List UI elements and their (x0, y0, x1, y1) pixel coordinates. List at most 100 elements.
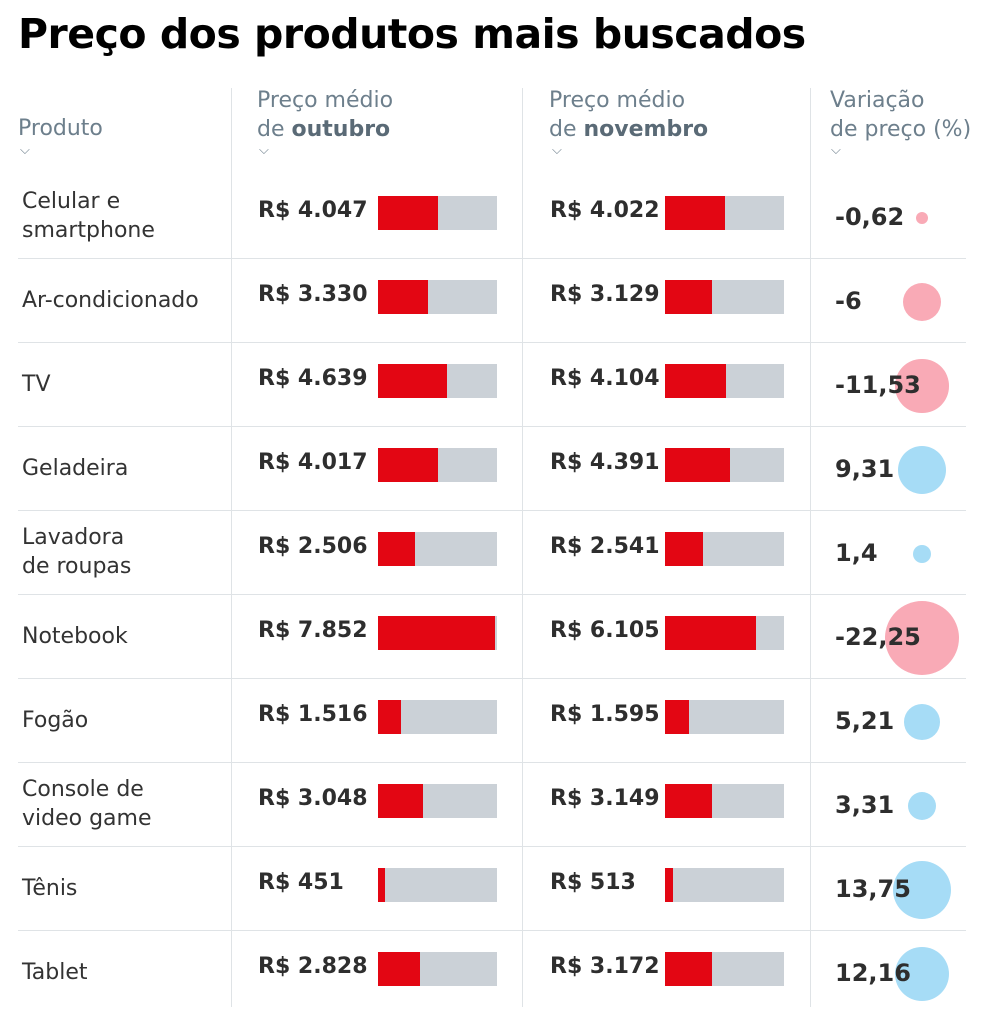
nov-price-bar-fill (665, 784, 712, 818)
oct-price-label: R$ 3.330 (258, 282, 368, 307)
variation-label: 1,4 (835, 539, 878, 567)
variation-label: -22,25 (835, 623, 921, 651)
product-name: Tênis (22, 874, 222, 903)
variation-label: 3,31 (835, 791, 895, 819)
variation-label: 13,75 (835, 875, 911, 903)
positive-variation-bubble (907, 791, 937, 821)
nov-price-label: R$ 3.172 (550, 954, 660, 979)
oct-price-bar-fill (378, 364, 447, 398)
oct-price-label: R$ 1.516 (258, 702, 368, 727)
product-name-line: Tablet (22, 960, 88, 985)
column-divider (231, 88, 232, 1007)
negative-variation-bubble (885, 601, 959, 675)
product-name-line: Geladeira (22, 456, 129, 481)
oct-price-label: R$ 4.047 (258, 198, 368, 223)
oct-price-bar (378, 448, 497, 482)
nov-price-bar-fill (665, 448, 730, 482)
nov-price-label: R$ 3.129 (550, 282, 660, 307)
nov-price-label: R$ 6.105 (550, 618, 660, 643)
product-name-line: Celular e (22, 189, 121, 214)
nov-price-label: R$ 3.149 (550, 786, 660, 811)
column-header-november: Preço médio de novembro (549, 86, 708, 144)
chart-title: Preço dos produtos mais buscados (18, 10, 806, 58)
variation-label: 5,21 (835, 707, 895, 735)
nov-price-bar (665, 616, 784, 650)
product-name: Lavadora de roupas (22, 523, 222, 581)
row-divider (18, 930, 966, 931)
nov-price-bar-fill (665, 532, 703, 566)
column-header-october-line1: Preço médio (257, 88, 394, 113)
product-name-line: smartphone (22, 218, 155, 243)
product-name: Fogão (22, 706, 222, 735)
row-divider (18, 258, 966, 259)
nov-price-label: R$ 513 (550, 870, 636, 895)
product-name-line: Notebook (22, 624, 128, 649)
oct-price-bar-fill (378, 784, 423, 818)
negative-variation-bubble (915, 211, 929, 225)
oct-price-bar-fill (378, 532, 415, 566)
variation-label: -0,62 (835, 203, 905, 231)
column-header-variation-line1: Variação (830, 88, 925, 113)
column-header-variation: Variação de preço (%) (830, 86, 971, 144)
oct-price-bar-fill (378, 616, 495, 650)
nov-price-bar (665, 952, 784, 986)
table-row: Tablet R$ 2.828 R$ 3.172 12,16 (0, 931, 984, 1015)
product-name-line: Lavadora (22, 525, 125, 550)
oct-price-bar-fill (378, 280, 428, 314)
chevron-down-icon: ⌵ (20, 143, 30, 158)
chevron-down-icon: ⌵ (552, 143, 562, 158)
oct-price-bar-fill (378, 700, 401, 734)
column-header-november-month: novembro (583, 117, 709, 142)
oct-price-bar (378, 952, 497, 986)
product-name-line: Console de (22, 777, 144, 802)
nov-price-bar (665, 532, 784, 566)
oct-price-bar (378, 364, 497, 398)
oct-price-bar (378, 700, 497, 734)
table-row: Fogão R$ 1.516 R$ 1.595 5,21 (0, 679, 984, 763)
nov-price-bar (665, 700, 784, 734)
positive-variation-bubble (898, 446, 946, 494)
row-divider (18, 426, 966, 427)
product-name: Celular e smartphone (22, 187, 222, 245)
product-name-line: Ar-condicionado (22, 288, 199, 313)
column-header-product: Produto (18, 114, 103, 143)
product-name: Ar-condicionado (22, 286, 222, 315)
oct-price-label: R$ 2.828 (258, 954, 368, 979)
table-row: Notebook R$ 7.852 R$ 6.105 -22,25 (0, 595, 984, 679)
nov-price-label: R$ 4.104 (550, 366, 660, 391)
table-row: Lavadora de roupas R$ 2.506 R$ 2.541 1,4 (0, 511, 984, 595)
nov-price-bar (665, 448, 784, 482)
row-divider (18, 510, 966, 511)
nov-price-label: R$ 2.541 (550, 534, 660, 559)
oct-price-bar-fill (378, 448, 438, 482)
positive-variation-bubble (894, 946, 950, 1002)
column-header-variation-line2: de preço (%) (830, 117, 972, 142)
product-name-line: Tênis (22, 876, 78, 901)
variation-label: -11,53 (835, 371, 921, 399)
column-divider (522, 88, 523, 1007)
product-name-line: Fogão (22, 708, 89, 733)
nov-price-bar-fill (665, 196, 725, 230)
product-name: Tablet (22, 958, 222, 987)
oct-price-bar (378, 196, 497, 230)
column-header-october: Preço médio de outubro (257, 86, 393, 144)
oct-price-label: R$ 451 (258, 870, 344, 895)
product-name: Geladeira (22, 454, 222, 483)
oct-price-label: R$ 2.506 (258, 534, 368, 559)
positive-variation-bubble (892, 860, 952, 920)
nov-price-bar-fill (665, 616, 756, 650)
variation-label: 9,31 (835, 455, 895, 483)
column-header-product-label: Produto (18, 116, 103, 141)
column-header-october-month: outubro (291, 117, 391, 142)
nov-price-bar-fill (665, 868, 673, 902)
oct-price-label: R$ 4.639 (258, 366, 368, 391)
oct-price-label: R$ 7.852 (258, 618, 368, 643)
negative-variation-bubble (895, 359, 949, 413)
row-divider (18, 846, 966, 847)
product-name-line: TV (22, 372, 51, 397)
nov-price-bar-fill (665, 700, 689, 734)
nov-price-bar-fill (665, 364, 726, 398)
oct-price-bar-fill (378, 952, 420, 986)
table-row: Console de video game R$ 3.048 R$ 3.149 3,31 (0, 763, 984, 847)
table-row: Celular e smartphone R$ 4.047 R$ 4.022 -0,62 (0, 175, 984, 259)
